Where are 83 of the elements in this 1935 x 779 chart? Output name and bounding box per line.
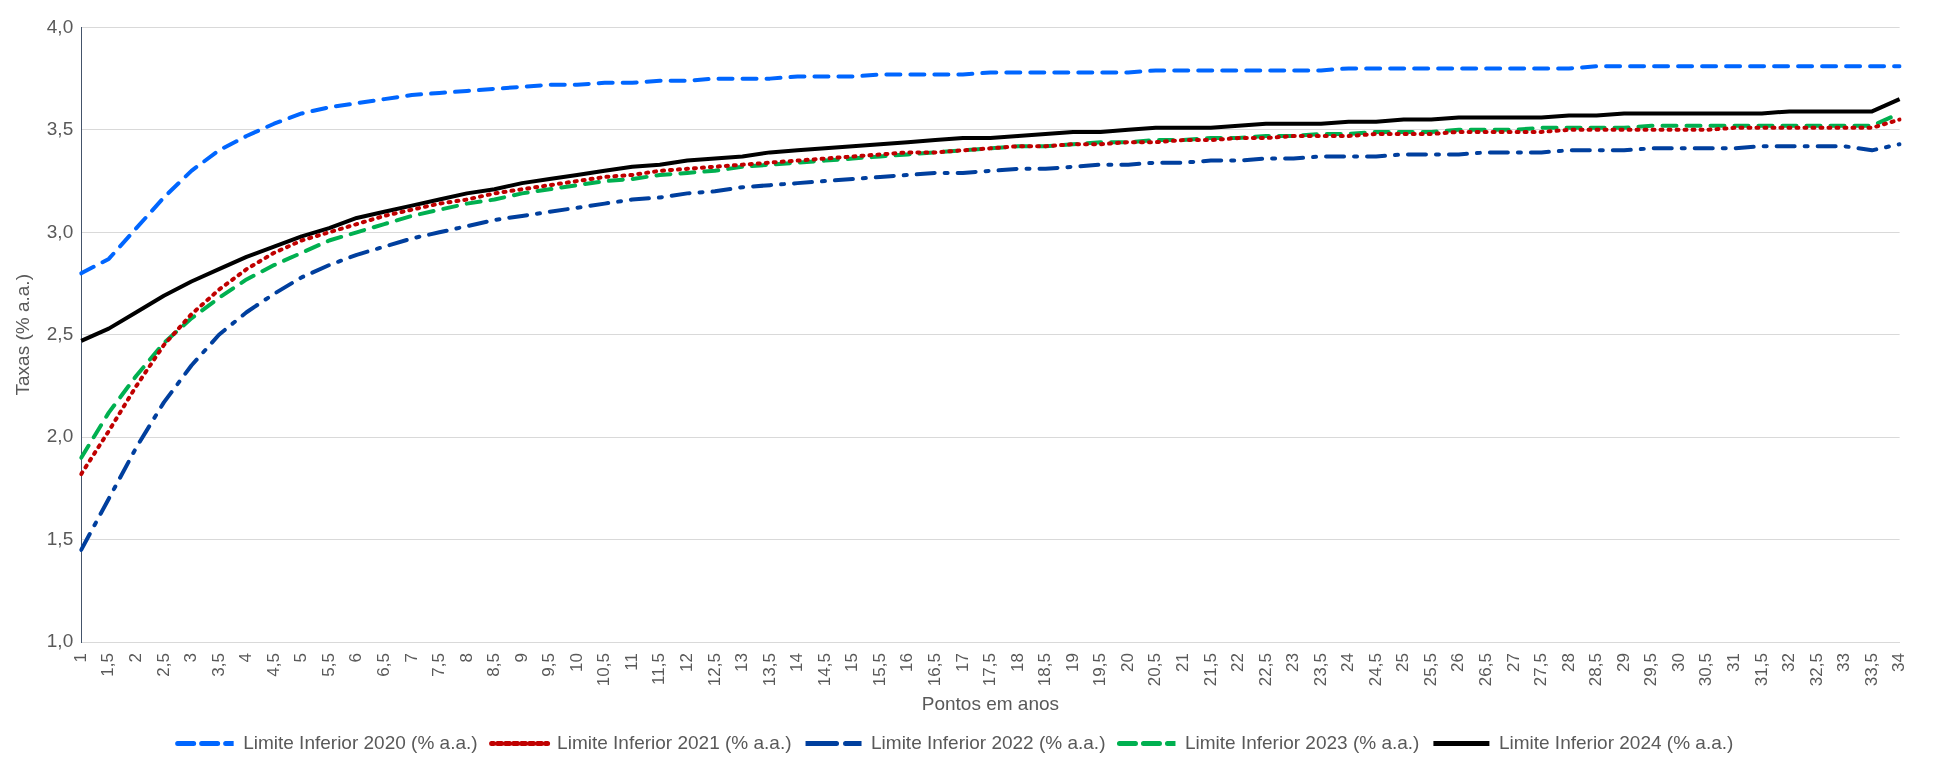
x-tick-label: 22 (1228, 653, 1248, 673)
x-tick-label: 3 (181, 653, 201, 663)
x-tick-label: 33,5 (1861, 653, 1881, 687)
legend-label: Limite Inferior 2023 (% a.a.) (1184, 731, 1420, 753)
x-tick-label: 16 (897, 653, 917, 673)
x-tick-label: 33 (1834, 653, 1854, 673)
x-tick-label: 11,5 (649, 653, 669, 685)
x-tick-label: 4,5 (263, 653, 283, 677)
y-tick-label: 2,5 (46, 322, 74, 344)
x-tick-label: 6,5 (373, 653, 393, 677)
x-tick-label: 13,5 (759, 653, 779, 687)
x-tick-label: 12,5 (704, 653, 724, 687)
x-tick-label: 26 (1448, 653, 1468, 673)
y-tick-label: 3,0 (46, 220, 74, 242)
x-tick-label: 14,5 (814, 653, 834, 687)
x-tick-label: 32,5 (1806, 653, 1826, 687)
x-tick-label: 22,5 (1255, 653, 1275, 687)
x-tick-label: 1,5 (98, 653, 118, 677)
x-tick-label: 28,5 (1586, 653, 1606, 687)
y-tick-label: 4,0 (46, 15, 74, 37)
x-tick-label: 25 (1393, 653, 1413, 673)
x-tick-label: 24 (1338, 653, 1358, 673)
x-tick-label: 10 (566, 653, 586, 673)
x-tick-label: 9 (511, 653, 531, 663)
x-tick-label: 17,5 (980, 653, 1000, 687)
x-tick-label: 7 (401, 653, 421, 663)
x-tick-label: 9,5 (539, 653, 559, 677)
y-tick-label: 1,5 (46, 527, 74, 549)
x-tick-label: 14 (787, 653, 807, 673)
line-series (79, 142, 1902, 552)
x-tick-label: 11 (621, 653, 641, 671)
x-tick-label: 18 (1007, 653, 1027, 673)
x-tick-label: 32 (1779, 653, 1799, 673)
legend-label: Limite Inferior 2020 (% a.a.) (243, 731, 478, 753)
legend-label: Limite Inferior 2024 (% a.a.) (1498, 731, 1734, 753)
x-tick-label: 23 (1283, 653, 1303, 673)
x-tick-label: 12 (677, 653, 697, 673)
x-tick-label: 6 (346, 653, 366, 663)
x-tick-label: 23,5 (1310, 653, 1330, 687)
x-tick-label: 29 (1613, 653, 1633, 673)
x-tick-label: 18,5 (1035, 653, 1055, 687)
x-tick-label: 19 (1062, 653, 1082, 673)
x-tick-label: 10,5 (594, 653, 614, 687)
x-tick-label: 5,5 (318, 653, 338, 677)
x-tick-label: 21,5 (1200, 653, 1220, 687)
legend-label: Limite Inferior 2021 (% a.a.) (557, 731, 792, 753)
x-tick-label: 26,5 (1476, 653, 1496, 687)
x-tick-label: 25,5 (1420, 653, 1440, 687)
x-tick-label: 20,5 (1145, 653, 1165, 687)
x-tick-label: 27,5 (1531, 653, 1551, 687)
x-tick-label: 7,5 (429, 653, 449, 677)
x-tick-label: 16,5 (924, 653, 944, 687)
x-tick-label: 15 (842, 653, 862, 673)
x-tick-label: 30,5 (1696, 653, 1716, 687)
x-tick-label: 20 (1117, 653, 1137, 673)
x-tick-label: 31 (1723, 653, 1743, 673)
x-tick-label: 5 (291, 653, 311, 663)
x-tick-label: 8,5 (484, 653, 504, 677)
y-tick-label: 1,0 (46, 630, 74, 652)
x-tick-label: 27 (1503, 653, 1523, 673)
x-tick-label: 34 (1889, 653, 1909, 673)
x-tick-label: 3,5 (208, 653, 228, 677)
x-tick-label: 21 (1172, 653, 1192, 673)
legend-label: Limite Inferior 2022 (% a.a.) (871, 731, 1106, 753)
x-tick-label: 31,5 (1751, 653, 1771, 687)
x-tick-label: 24,5 (1365, 653, 1385, 687)
line-series (79, 64, 1902, 276)
x-tick-label: 4 (236, 653, 256, 663)
x-axis-title: Pontos em anos (921, 692, 1060, 714)
x-tick-label: 2 (126, 653, 145, 663)
x-tick-label: 15,5 (869, 653, 889, 687)
x-tick-label: 29,5 (1641, 653, 1661, 687)
y-tick-label: 3,5 (46, 118, 74, 140)
x-tick-label: 28 (1558, 653, 1578, 673)
x-tick-label: 19,5 (1090, 653, 1110, 687)
x-tick-label: 8 (456, 653, 476, 663)
y-axis-title: Taxas (% a.a.) (11, 274, 33, 396)
x-tick-label: 13 (732, 653, 752, 673)
x-tick-label: 17 (952, 653, 972, 673)
x-tick-label: 2,5 (153, 653, 173, 677)
y-tick-label: 2,0 (46, 425, 74, 447)
x-tick-label: 30 (1668, 653, 1688, 673)
x-tick-label: 1 (70, 653, 90, 663)
